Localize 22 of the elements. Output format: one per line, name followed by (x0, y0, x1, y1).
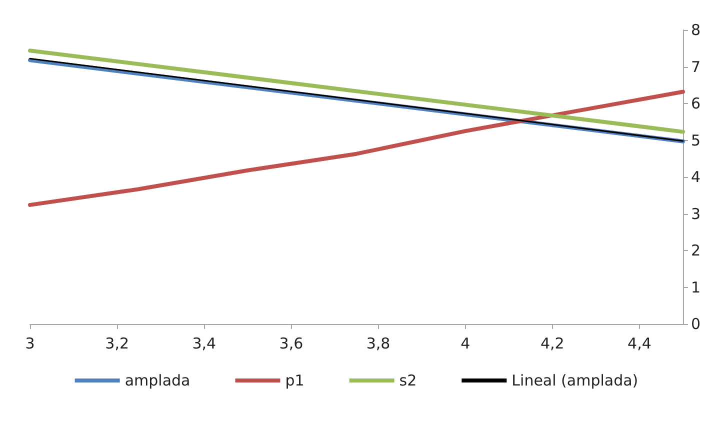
y-tick-label: 6 (691, 94, 701, 112)
legend-label: Lineal (amplada) (512, 372, 638, 390)
line-series (28, 90, 685, 207)
y-tick-label: 7 (691, 58, 701, 76)
y-tick-label: 2 (691, 242, 701, 260)
y-tick-label: 5 (691, 131, 701, 150)
legend-label: amplada (124, 372, 190, 390)
y-tick-label: 0 (691, 315, 701, 333)
y-tick-label: 4 (691, 168, 701, 186)
x-tick-label: 3,6 (279, 334, 304, 352)
y-tick-label: 3 (691, 204, 701, 223)
x-tick-label: 3,8 (366, 334, 390, 352)
x-tick-label: 3 (25, 334, 35, 352)
x-tick-label: 3,4 (192, 334, 216, 352)
legend-label: s2 (399, 372, 417, 390)
y-tick-label: 8 (691, 21, 701, 39)
x-tick-label: 4,2 (540, 334, 564, 352)
y-tick-label: 1 (691, 278, 701, 296)
legend-label: p1 (285, 372, 304, 390)
x-tick-label: 4 (460, 334, 470, 352)
x-tick-label: 3,2 (105, 334, 129, 352)
x-tick-label: 4,4 (628, 334, 652, 352)
